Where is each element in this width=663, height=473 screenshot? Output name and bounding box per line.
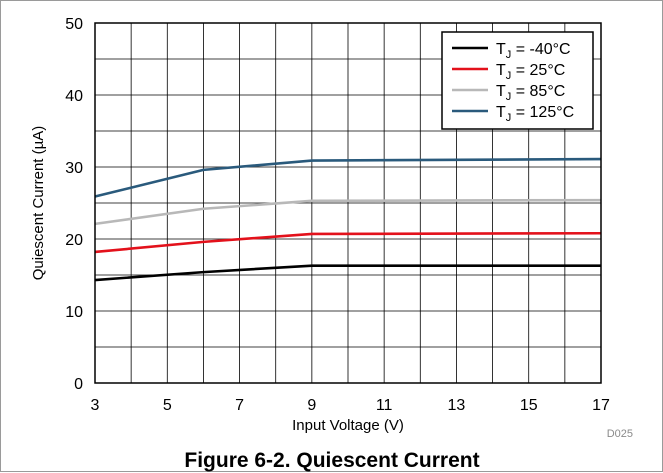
y-tick-label: 50	[65, 16, 83, 33]
figure-code: D025	[607, 428, 633, 440]
y-tick-label: 30	[65, 160, 83, 177]
plot-border	[94, 22, 602, 384]
y-tick-label: 20	[65, 232, 83, 249]
x-tick-label: 3	[91, 397, 100, 414]
y-tick-label: 0	[74, 376, 83, 393]
y-tick-labels: 0 10 20 30 40 50	[65, 16, 83, 393]
legend-label: TJ = 125°C	[496, 104, 574, 124]
x-tick-label: 5	[163, 397, 172, 414]
legend-label: TJ = 25°C	[496, 62, 565, 82]
series-line-2	[94, 231, 602, 254]
x-tick-label: 11	[376, 397, 393, 414]
y-axis-label: Quiescent Current (µA)	[30, 126, 47, 281]
series-line-1	[94, 264, 601, 282]
figure-caption: Figure 6-2. Quiescent Current	[184, 449, 479, 472]
legend: TJ = -40°CTJ = 25°CTJ = 85°CTJ = 125°C	[441, 31, 594, 130]
x-tick-label: 13	[448, 397, 466, 414]
legend-label: TJ = 85°C	[496, 83, 565, 103]
y-tick-label: 40	[65, 88, 83, 105]
legend-label: TJ = -40°C	[496, 41, 571, 61]
x-tick-label: 15	[520, 397, 538, 414]
x-tick-label: 17	[592, 397, 610, 414]
series-line-3	[94, 198, 602, 226]
x-tick-label: 9	[307, 397, 316, 414]
series-line-4	[94, 157, 602, 198]
series-lines	[94, 157, 602, 282]
y-tick-label: 10	[65, 304, 83, 321]
x-tick-labels: 3 5 7 9 11 13 15 17	[91, 397, 610, 414]
x-tick-label: 7	[235, 397, 244, 414]
x-axis-label: Input Voltage (V)	[292, 417, 404, 434]
